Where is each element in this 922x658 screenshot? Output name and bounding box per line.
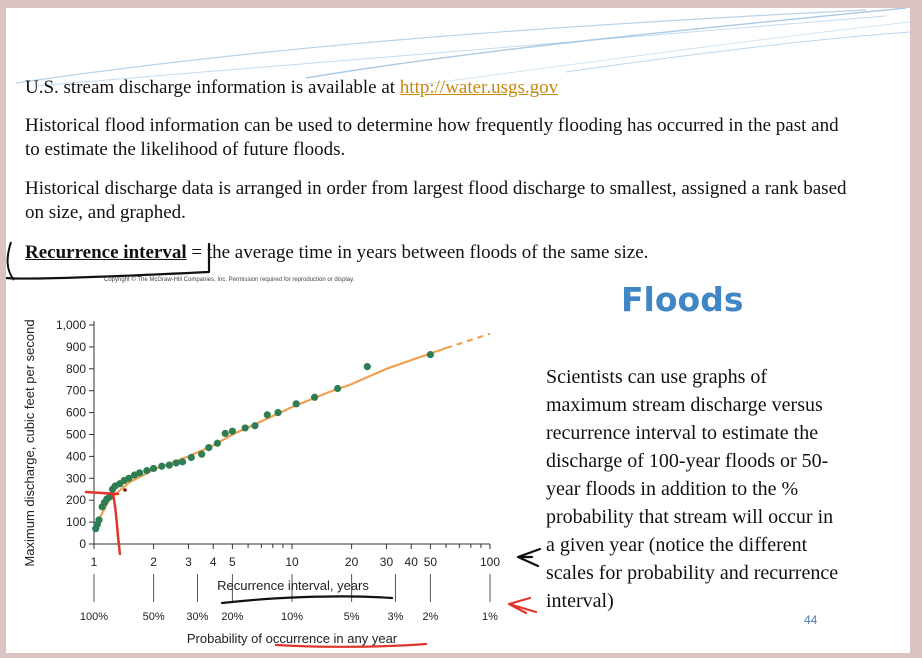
data-point: [310, 393, 319, 401]
data-point: [165, 461, 173, 469]
historical-discharge-paragraph: Historical discharge data is arranged in…: [25, 178, 847, 223]
x-tick-label: 40: [405, 555, 419, 569]
probability-tick-label: 10%: [281, 611, 303, 623]
x-tick-label: 20: [345, 555, 359, 569]
probability-tick-label: 50%: [143, 611, 165, 623]
y-tick-label: 900: [66, 340, 86, 354]
data-point: [426, 350, 434, 359]
x-tick-label: 100: [480, 555, 500, 569]
y-tick-label: 1,000: [56, 318, 86, 332]
data-point: [263, 411, 271, 419]
fit-line: [93, 346, 447, 530]
x-tick-label: 50: [424, 555, 438, 569]
data-point: [178, 458, 187, 466]
recurrence-interval-term: Recurrence interval: [25, 242, 187, 263]
slide: U.S. stream discharge information is ava…: [6, 8, 910, 653]
slide-header-swoosh: [15, 8, 910, 87]
floods-heading: Floods: [621, 280, 744, 319]
data-point: [363, 363, 371, 371]
x-axis-label: Recurrence interval, years: [217, 578, 369, 593]
probability-tick-label: 3%: [387, 611, 403, 623]
probability-tick-label: 100%: [80, 611, 108, 623]
data-point: [143, 467, 151, 475]
data-point: [187, 453, 195, 462]
data-point: [125, 474, 133, 482]
page-number: 44: [804, 613, 818, 627]
data-point: [292, 400, 300, 408]
probability-tick-label: 1%: [482, 611, 498, 623]
definition-line: Recurrence interval = the average time i…: [25, 241, 648, 265]
data-point: [172, 459, 180, 467]
probability-tick-label: 20%: [221, 611, 243, 623]
data-point: [228, 427, 236, 435]
data-point: [213, 439, 222, 447]
x-tick-label: 1: [91, 555, 98, 569]
data-point: [106, 493, 114, 501]
x-tick-label: 2: [150, 555, 157, 569]
definition-text: = the average time in years between floo…: [186, 242, 649, 263]
y-tick-label: 0: [79, 537, 86, 551]
data-point: [150, 464, 158, 473]
y-tick-label: 200: [66, 493, 86, 507]
probability-tick-label: 30%: [186, 611, 208, 623]
usgs-line-text: U.S. stream discharge information is ava…: [25, 77, 400, 98]
x-tick-label: 5: [229, 555, 236, 569]
y-tick-label: 800: [66, 362, 86, 376]
x-tick-label: 3: [185, 555, 192, 569]
data-point: [198, 450, 206, 458]
data-point: [205, 444, 213, 452]
data-point: [251, 422, 259, 430]
data-point: [241, 424, 249, 432]
y-tick-label: 100: [66, 515, 86, 529]
data-point: [334, 384, 342, 393]
ink-bracket-left: [6, 241, 15, 281]
y-tick-label: 300: [66, 471, 86, 485]
side-explanation: Scientists can use graphs of maximum str…: [546, 366, 839, 612]
probability-tick-label: 2%: [422, 611, 438, 623]
data-point: [158, 462, 166, 470]
data-point: [221, 429, 229, 438]
data-point: [95, 516, 103, 524]
y-tick-label: 400: [66, 449, 86, 463]
probability-axis-label: Probability of occurrence in any year: [187, 631, 398, 646]
data-point: [274, 409, 282, 417]
historical-flood-paragraph: Historical flood information can be used…: [25, 115, 839, 160]
fit-line-extension: [445, 332, 491, 350]
data-point: [136, 469, 144, 477]
usgs-line: U.S. stream discharge information is ava…: [25, 76, 558, 100]
probability-tick-label: 5%: [344, 611, 360, 623]
x-tick-label: 30: [380, 555, 394, 569]
discharge-chart: 0 100 200 300 400 500 600 700 800 900 1,000 1 2 3 4 5 10…: [22, 318, 500, 646]
usgs-link[interactable]: http://water.usgs.gov: [399, 77, 559, 98]
y-tick-label: 700: [66, 384, 86, 398]
y-axis-label: Maximum discharge, cubic feet per second: [22, 319, 37, 566]
x-tick-label: 4: [210, 555, 217, 569]
y-tick-label: 600: [66, 406, 86, 420]
y-tick-label: 500: [66, 428, 86, 442]
copyright-notice: Copyright © The McGraw-Hill Companies, I…: [104, 277, 355, 283]
x-tick-label: 10: [285, 555, 299, 569]
